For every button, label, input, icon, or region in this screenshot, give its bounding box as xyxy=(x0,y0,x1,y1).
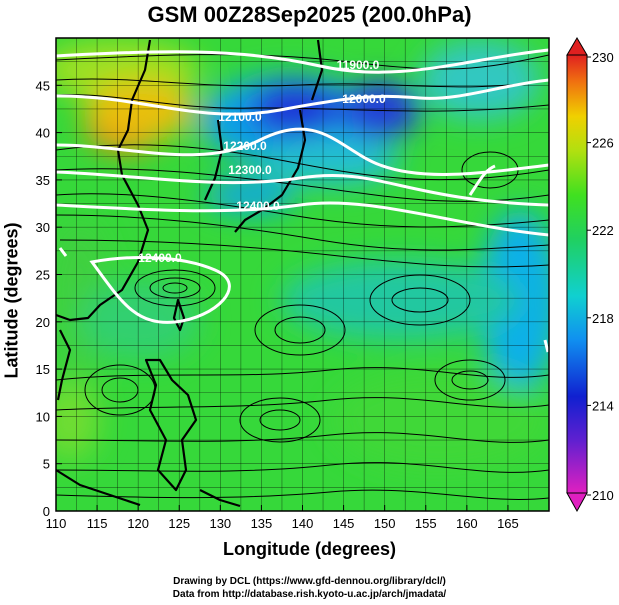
contour-label: 12100.0 xyxy=(218,110,262,124)
chart-title: GSM 00Z28Sep2025 (200.0hPa) xyxy=(147,2,472,27)
contour-label: 12400.0 xyxy=(138,251,182,265)
x-tick-label: 135 xyxy=(251,516,273,531)
x-tick-label: 125 xyxy=(168,516,190,531)
y-tick-label: 25 xyxy=(36,268,50,283)
y-tick-label: 30 xyxy=(36,220,50,235)
contour-label: 12300.0 xyxy=(228,163,272,177)
x-tick-label: 140 xyxy=(292,516,314,531)
credit-drawing: Drawing by DCL (https://www.gfd-dennou.o… xyxy=(173,576,446,587)
colorbar-tick-label: 218 xyxy=(592,311,614,326)
y-tick-label: 40 xyxy=(36,126,50,141)
height-contours xyxy=(56,48,549,353)
x-tick-label: 110 xyxy=(46,516,67,531)
contour-labels: 11900.0 12000.0 12100.0 12200.0 12300.0 12400… xyxy=(138,58,386,265)
colorbar-tick-label: 214 xyxy=(592,398,614,413)
y-tick-label: 0 xyxy=(43,504,50,519)
y-tick-label: 35 xyxy=(36,173,50,188)
contour-label: 12400.0 xyxy=(236,199,280,213)
y-axis-title: Latitude (degrees) xyxy=(1,222,22,379)
colorbar-lower-arrow xyxy=(566,492,588,513)
x-tick-label: 160 xyxy=(456,516,478,531)
y-tick-label: 10 xyxy=(36,409,50,424)
colorbar-scale xyxy=(566,54,588,494)
contour-label: 11900.0 xyxy=(337,58,380,72)
colorbar-tick-label: 230 xyxy=(592,50,614,65)
x-tick-label: 130 xyxy=(209,516,231,531)
x-tick-label: 120 xyxy=(127,516,149,531)
wind-streamlines xyxy=(56,54,549,500)
x-tick-label: 150 xyxy=(374,516,396,531)
contour-label: 12000.0 xyxy=(342,92,386,106)
contour-label: 12200.0 xyxy=(223,139,267,153)
x-tick-label: 115 xyxy=(87,516,108,531)
colorbar-tick-label: 210 xyxy=(592,488,614,503)
y-axis-ticks: 0 5 10 15 20 25 30 35 40 45 xyxy=(36,78,62,519)
colorbar-tick-label: 222 xyxy=(592,223,614,238)
y-tick-label: 5 xyxy=(43,457,50,472)
x-tick-label: 155 xyxy=(415,516,437,531)
x-axis-ticks: 110 115 120 125 130 135 140 145 150 155 160 165 xyxy=(46,505,519,531)
x-axis-title: Longitude (degrees) xyxy=(222,539,396,559)
graticule-grid xyxy=(56,38,549,511)
colorbar: 210 214 218 222 226 230 xyxy=(566,37,614,513)
x-tick-label: 145 xyxy=(333,516,355,531)
x-tick-label: 165 xyxy=(497,516,519,531)
y-tick-label: 20 xyxy=(36,315,50,330)
credit-data: Data from http://database.rish.kyoto-u.a… xyxy=(172,589,447,600)
y-tick-label: 45 xyxy=(36,78,50,93)
colorbar-upper-arrow xyxy=(566,37,588,56)
colorbar-tick-label: 226 xyxy=(592,136,614,151)
y-tick-label: 15 xyxy=(36,362,50,377)
coastlines xyxy=(56,39,324,508)
